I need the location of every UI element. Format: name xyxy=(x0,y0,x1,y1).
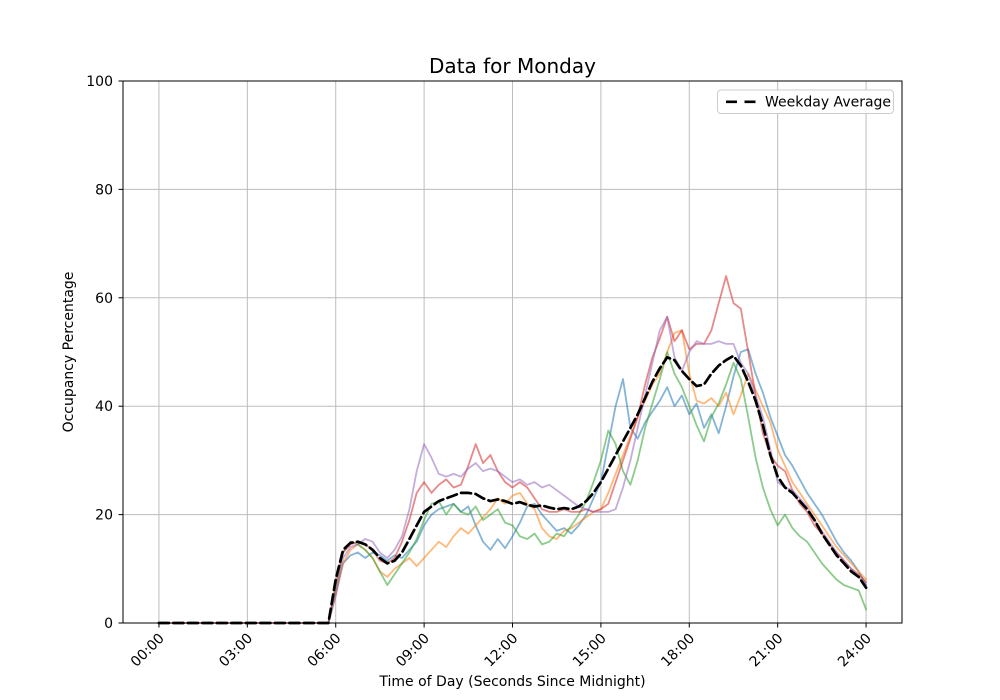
x-tick-label: 06:00 xyxy=(305,631,345,671)
x-tick-label: 15:00 xyxy=(570,631,610,671)
legend-entry-label: Weekday Average xyxy=(765,95,891,111)
x-tick-label: 21:00 xyxy=(747,631,787,671)
y-tick-label: 100 xyxy=(86,74,113,90)
legend: Weekday Average xyxy=(717,89,894,114)
gridlines xyxy=(123,80,902,624)
y-tick-label: 0 xyxy=(104,616,113,632)
x-tick-label: 00:00 xyxy=(128,631,168,671)
x-tick-label: 24:00 xyxy=(835,631,875,671)
tick-labels: 00:00 03:00 06:00 09:00 12:00 15:00 18:00 21:00… xyxy=(86,74,875,670)
x-axis-label: Time of Day (Seconds Since Midnight) xyxy=(378,674,645,690)
y-axis-label: Occupancy Percentage xyxy=(61,272,77,433)
y-tick-label: 80 xyxy=(95,182,113,198)
y-tick-label: 60 xyxy=(95,291,113,307)
data-series xyxy=(157,275,868,625)
chart-title: Data for Monday xyxy=(429,54,596,78)
x-tick-label: 09:00 xyxy=(393,631,433,671)
y-tick-label: 40 xyxy=(95,399,113,415)
x-tick-label: 18:00 xyxy=(658,631,698,671)
legend-box xyxy=(717,89,894,114)
y-tick-label: 20 xyxy=(95,508,113,524)
x-tick-label: 03:00 xyxy=(216,631,256,671)
series-line-Weekday Average xyxy=(157,354,868,625)
x-tick-label: 12:00 xyxy=(481,631,521,671)
